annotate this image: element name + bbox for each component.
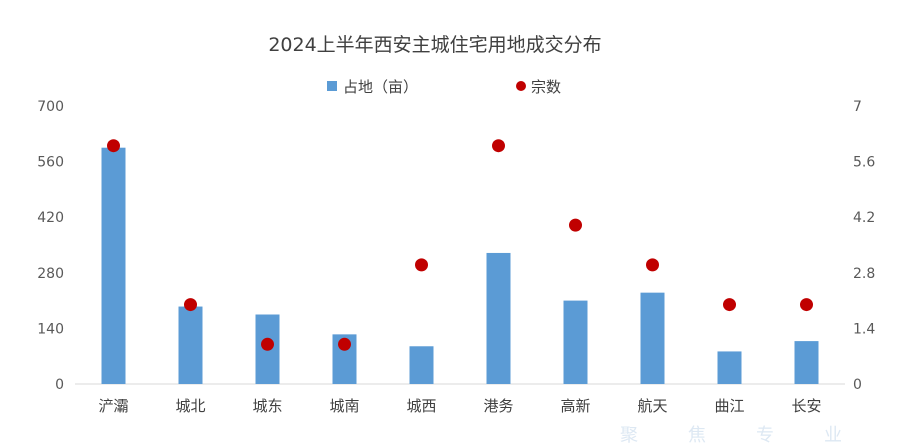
- x-tick-label: 城南: [329, 397, 359, 415]
- left-tick-label: 700: [37, 99, 64, 115]
- dot-9: [723, 298, 736, 312]
- left-tick-label: 560: [37, 155, 64, 171]
- right-tick-label: 0: [853, 377, 862, 393]
- dot-5: [415, 258, 428, 272]
- watermark: 聚 焦 专 业: [620, 425, 844, 444]
- chart-title: 2024上半年西安主城住宅用地成交分布: [268, 34, 601, 56]
- x-tick-label: 城东: [252, 397, 282, 415]
- right-tick-label: 4.2: [853, 210, 875, 226]
- bar-2: [178, 306, 203, 384]
- bar-8: [640, 292, 665, 384]
- legend-label-bar: 占地（亩）: [343, 78, 418, 96]
- left-axis: 0 140 280 420 560 700: [37, 99, 64, 393]
- bar-9: [717, 351, 742, 384]
- x-tick-label: 港务: [483, 397, 513, 415]
- x-axis-labels: 浐灞 城北 城东 城南 城西 港务 高新 航天 曲江 长安: [98, 397, 821, 415]
- bar-series: [101, 147, 819, 384]
- left-tick-label: 0: [55, 377, 64, 393]
- bar-1: [101, 147, 126, 384]
- left-tick-label: 420: [37, 210, 64, 226]
- right-tick-label: 2.8: [853, 266, 875, 282]
- watermark-char-1: 聚: [620, 425, 640, 444]
- left-tick-label: 140: [37, 321, 64, 337]
- dot-6: [492, 139, 505, 153]
- dot-3: [261, 337, 274, 351]
- dot-8: [646, 258, 659, 272]
- watermark-char-2: 焦: [688, 425, 708, 444]
- x-tick-label: 航天: [637, 397, 667, 415]
- legend-swatch-bar: [327, 81, 337, 91]
- right-tick-label: 7: [853, 99, 862, 115]
- bar-6: [486, 252, 511, 384]
- x-tick-label: 城西: [406, 397, 436, 415]
- dot-4: [338, 337, 351, 351]
- left-tick-label: 280: [37, 266, 64, 282]
- bar-7: [563, 300, 588, 384]
- x-tick-label: 高新: [560, 397, 590, 415]
- watermark-char-3: 专: [756, 425, 776, 444]
- watermark-char-4: 业: [824, 425, 844, 444]
- dot-2: [184, 298, 197, 312]
- dot-1: [107, 139, 120, 153]
- legend-label-dot: 宗数: [531, 78, 561, 96]
- right-tick-label: 1.4: [853, 321, 875, 337]
- right-axis: 0 1.4 2.8 4.2 5.6 7: [853, 99, 875, 393]
- x-tick-label: 曲江: [714, 397, 744, 415]
- bar-5: [409, 346, 434, 384]
- x-tick-label: 长安: [791, 397, 821, 415]
- x-tick-label: 浐灞: [98, 397, 128, 415]
- dot-7: [569, 218, 582, 232]
- dot-10: [800, 298, 813, 312]
- legend-swatch-dot: [516, 81, 526, 91]
- legend: 占地（亩） 宗数: [327, 78, 561, 96]
- bar-10: [794, 341, 819, 384]
- scatter-series: [107, 139, 813, 351]
- x-tick-label: 城北: [175, 397, 205, 415]
- right-tick-label: 5.6: [853, 155, 875, 171]
